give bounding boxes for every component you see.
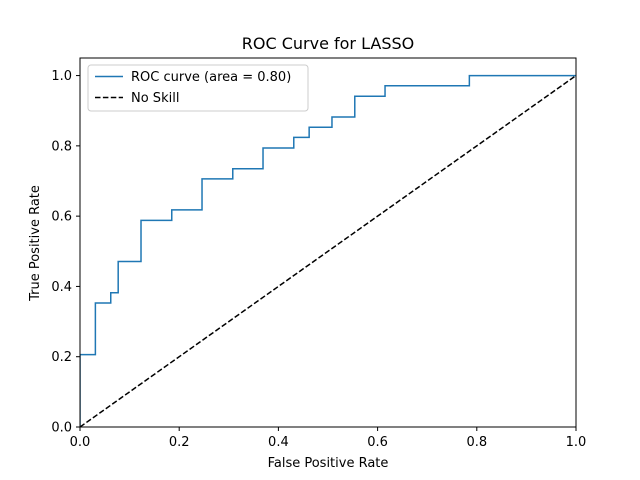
series-line-roc-curve — [80, 74, 576, 427]
legend-label-no-skill: No Skill — [131, 91, 179, 106]
x-tick-label: 1.0 — [566, 435, 587, 450]
y-tick-label: 0.2 — [51, 350, 72, 365]
x-tick-label: 0.0 — [70, 435, 91, 450]
plot-frame — [79, 57, 577, 428]
x-tick-label: 0.6 — [367, 435, 388, 450]
x-tick-label: 0.2 — [169, 435, 190, 450]
x-tick-label: 0.4 — [268, 435, 289, 450]
plot-area — [79, 57, 577, 428]
chart-title: ROC Curve for LASSO — [242, 34, 414, 53]
y-tick-label: 0.6 — [51, 210, 72, 225]
legend: ROC curve (area = 0.80) No Skill — [87, 64, 309, 112]
x-axis: 0.0 0.2 0.4 0.6 0.8 1.0 — [70, 427, 587, 450]
y-tick-label: 0.8 — [51, 139, 72, 154]
y-tick-label: 0.4 — [51, 280, 72, 295]
series-layer — [80, 74, 576, 427]
legend-label-roc-curve: ROC curve (area = 0.80) — [131, 70, 291, 85]
x-axis-label: False Positive Rate — [268, 456, 389, 471]
x-tick-label: 0.8 — [466, 435, 487, 450]
y-tick-label: 1.0 — [51, 69, 72, 84]
y-axis-label: True Positive Rate — [28, 185, 43, 302]
legend-box — [87, 64, 309, 112]
y-tick-label: 0.0 — [51, 421, 72, 436]
series-line-no-skill — [80, 74, 576, 427]
y-axis: 0.0 0.2 0.4 0.6 0.8 1.0 — [51, 69, 80, 436]
